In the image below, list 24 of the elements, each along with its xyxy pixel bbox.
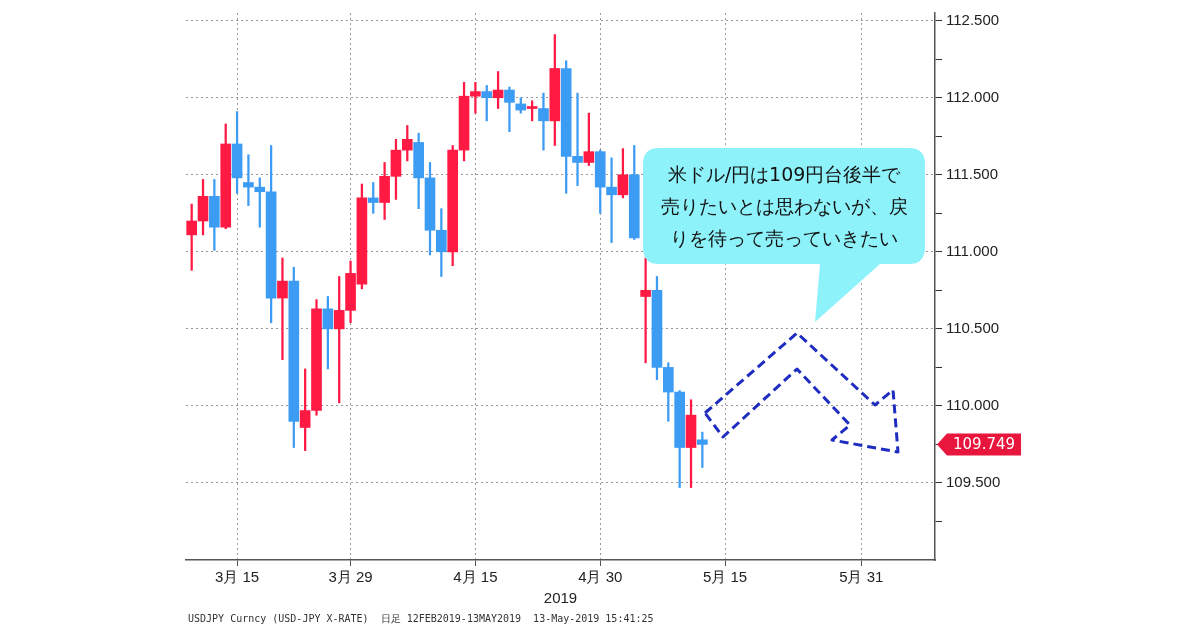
candlestick: [606, 157, 617, 243]
y-tick-label: 112.500: [946, 10, 1000, 28]
speech-bubble: 米ドル/円は109円台後半で売りたいとは思わないが、戻りを待って売っていきたい: [643, 148, 925, 322]
annotation: 米ドル/円は109円台後半で売りたいとは思わないが、戻りを待って売っていきたい: [659, 162, 909, 251]
x-tick-label: 3月 29: [328, 568, 373, 586]
y-tick-label: 112.000: [946, 87, 1000, 105]
candlestick: [277, 257, 288, 361]
candlestick: [243, 154, 254, 206]
candlestick: [504, 86, 515, 132]
y-tick-label: 109.500: [946, 473, 1001, 491]
x-tick-label: 3月 15: [214, 568, 260, 586]
y-tick-label: 111.500: [946, 164, 998, 182]
y-tick-label: 110.500: [946, 319, 1000, 337]
text: USDJPY Curncy (USD-JPY X-RATE) 日足 12FEB2019-13MAY2019 13-May-2019 15:41:25: [188, 612, 654, 624]
text: 109.749: [953, 435, 1016, 454]
x-tick-label: 5月 15: [702, 568, 748, 586]
x-tick-label: 4月 15: [453, 568, 498, 586]
candlestick: [640, 257, 651, 364]
y-tick-label: 111.000: [946, 241, 998, 259]
y-tick-label: 110.000: [946, 396, 1000, 414]
x-axis-title: 2019: [543, 589, 578, 607]
candlestick: [538, 92, 549, 151]
x-tick-label: 4月 30: [578, 568, 623, 586]
x-tick-label: 5月 31: [839, 568, 884, 586]
